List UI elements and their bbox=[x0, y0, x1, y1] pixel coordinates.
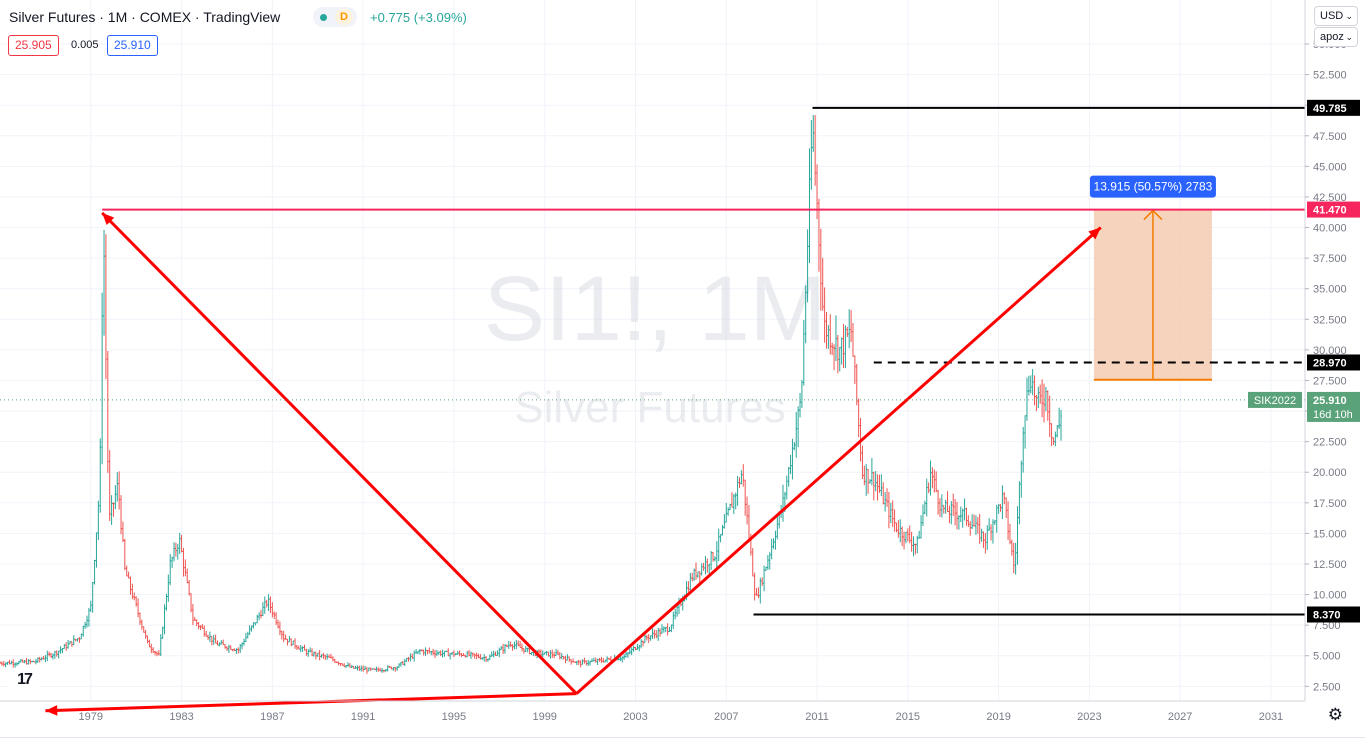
time-tick-label: 2015 bbox=[896, 711, 920, 723]
time-tick-label: 1995 bbox=[442, 711, 466, 723]
price-tick-label: 27.500 bbox=[1313, 375, 1347, 387]
price-tick-label: 47.500 bbox=[1313, 131, 1347, 143]
symbol-tag-text: SIK2022 bbox=[1254, 395, 1296, 407]
price-tick-label: 10.000 bbox=[1313, 590, 1347, 602]
time-tick-label: 2019 bbox=[986, 711, 1010, 723]
trend-arrow[interactable] bbox=[101, 211, 578, 695]
countdown-label: 16d 10h bbox=[1313, 409, 1353, 421]
bottom-toolbar bbox=[0, 737, 1365, 747]
price-tick-label: 17.500 bbox=[1313, 498, 1347, 510]
drawings[interactable]: 13.915 (50.57%) 2783 SIK2022 bbox=[0, 106, 1305, 716]
price-tick-label: 2.500 bbox=[1313, 681, 1341, 693]
watermark-symbol: SI1!, 1M bbox=[484, 258, 827, 360]
price-tick-label: 45.000 bbox=[1313, 161, 1347, 173]
price-change: +0.775 (+3.09%) bbox=[370, 10, 467, 25]
market-open-icon bbox=[320, 14, 327, 21]
price-tick-label: 32.500 bbox=[1313, 314, 1347, 326]
price-axis[interactable]: 2.500 5.000 7.500 10.000 12.500 15.000 17.500 2… bbox=[1304, 0, 1360, 701]
gear-icon[interactable]: ⚙ bbox=[1327, 705, 1343, 724]
time-tick-label: 2007 bbox=[714, 711, 738, 723]
watermark-name: Silver Futures bbox=[514, 383, 785, 432]
high-price-label-box[interactable] bbox=[1307, 99, 1360, 116]
time-tick-label: 1991 bbox=[351, 711, 375, 723]
arrowhead bbox=[1088, 227, 1101, 240]
high-price-label: 49.785 bbox=[1313, 103, 1347, 115]
price-tick-label: 40.000 bbox=[1313, 223, 1347, 235]
spread-value: 0.005 bbox=[71, 39, 99, 51]
projection-label: 13.915 (50.57%) 2783 bbox=[1094, 180, 1213, 194]
time-tick-label: 1979 bbox=[79, 711, 103, 723]
time-tick-label: 2023 bbox=[1077, 711, 1101, 723]
grid-lines bbox=[0, 0, 1305, 701]
chevron-down-icon: ⌄ bbox=[1345, 11, 1353, 21]
tradingview-logo-icon[interactable]: 17 bbox=[8, 668, 40, 692]
low-price-label-box[interactable] bbox=[1307, 606, 1360, 623]
symbol-title[interactable]: Silver Futures · 1M · COMEX · TradingVie… bbox=[9, 9, 281, 25]
price-tick-label: 7.500 bbox=[1313, 620, 1341, 632]
low-price-label: 8.370 bbox=[1313, 610, 1341, 622]
delayed-badge[interactable]: D bbox=[335, 9, 353, 25]
scale-select[interactable]: apoz ⌄ bbox=[1314, 27, 1358, 47]
price-tick-label: 22.500 bbox=[1313, 437, 1347, 449]
price-tick-label: 20.000 bbox=[1313, 467, 1347, 479]
scale-label: apoz bbox=[1320, 31, 1344, 43]
ask-price[interactable]: 25.910 bbox=[107, 35, 158, 56]
trend-arrow[interactable] bbox=[45, 692, 577, 713]
resistance-price-label-box[interactable] bbox=[1307, 201, 1360, 218]
bid-price[interactable]: 25.905 bbox=[8, 35, 59, 56]
last-price-box[interactable] bbox=[1307, 391, 1360, 422]
currency-select[interactable]: USD ⌄ bbox=[1314, 6, 1358, 26]
dashed-price-label-box[interactable] bbox=[1307, 354, 1360, 371]
time-tick-label: 2031 bbox=[1259, 711, 1283, 723]
legend: Silver Futures · 1M · COMEX · TradingVie… bbox=[0, 0, 1300, 60]
time-tick-label: 2003 bbox=[623, 711, 647, 723]
watermark: SI1!, 1M Silver Futures bbox=[484, 258, 827, 432]
dashed-price-label: 28.970 bbox=[1313, 357, 1347, 369]
price-tick-label: 30.000 bbox=[1313, 345, 1347, 357]
trend-arrow[interactable] bbox=[575, 226, 1102, 695]
resistance-price-label: 41.470 bbox=[1313, 205, 1347, 217]
arrowhead bbox=[102, 212, 115, 226]
price-tick-label: 42.500 bbox=[1313, 192, 1347, 204]
price-tick-label: 12.500 bbox=[1313, 559, 1347, 571]
time-tick-label: 1983 bbox=[169, 711, 193, 723]
time-tick-label: 1999 bbox=[532, 711, 556, 723]
candles bbox=[0, 114, 1063, 674]
time-tick-label: 2011 bbox=[805, 711, 829, 723]
projection-label-box[interactable] bbox=[1089, 175, 1216, 198]
price-tick-label: 15.000 bbox=[1313, 528, 1347, 540]
chevron-down-icon: ⌄ bbox=[1345, 32, 1353, 42]
price-tick-label: 52.500 bbox=[1313, 70, 1347, 82]
arrowhead bbox=[45, 705, 58, 716]
currency-label: USD bbox=[1320, 10, 1344, 22]
price-tick-label: 5.000 bbox=[1313, 651, 1341, 663]
time-tick-label: 2027 bbox=[1168, 711, 1192, 723]
time-axis[interactable]: 1979 1983 1987 1991 1995 1999 2003 2007 2011 2015… bbox=[0, 700, 1305, 723]
symbol-tag[interactable] bbox=[1248, 391, 1302, 408]
price-tick-label: 37.500 bbox=[1313, 253, 1347, 265]
time-tick-label: 1987 bbox=[260, 711, 284, 723]
last-price-label: 25.910 bbox=[1313, 395, 1347, 407]
price-tick-label: 35.000 bbox=[1313, 284, 1347, 296]
